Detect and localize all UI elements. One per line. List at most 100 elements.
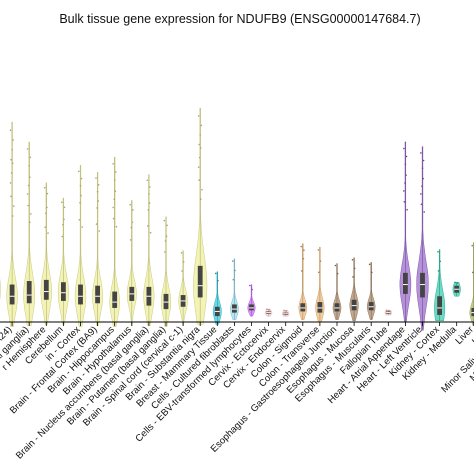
- box-25: [420, 272, 425, 298]
- chart-title: Bulk tissue gene expression for NDUFB9 (…: [59, 12, 420, 26]
- outlier-point: [182, 261, 185, 263]
- box-4: [61, 282, 66, 301]
- x-tick-label: Liver: [453, 324, 474, 347]
- outlier-point: [9, 129, 12, 131]
- outlier-point: [147, 209, 150, 211]
- outlier-point: [385, 309, 388, 312]
- outlier-point: [45, 212, 47, 215]
- box-18: [300, 303, 306, 312]
- violin-28: [469, 242, 474, 326]
- outlier-point: [217, 279, 219, 282]
- outlier-point: [403, 190, 405, 192]
- outlier-point: [62, 223, 64, 226]
- outlier-point: [197, 166, 200, 168]
- outlier-point: [12, 139, 14, 141]
- outlier-point: [164, 240, 167, 242]
- box-21: [351, 299, 357, 311]
- outlier-point: [115, 171, 117, 173]
- outlier-point: [353, 267, 356, 270]
- outlier-point: [283, 309, 285, 312]
- outlier-point: [197, 115, 200, 117]
- outlier-point: [10, 195, 12, 198]
- box-1: [9, 284, 15, 305]
- outlier-point: [148, 202, 151, 204]
- box-19: [317, 302, 323, 313]
- outlier-point: [114, 190, 117, 192]
- outlier-point: [80, 177, 83, 180]
- outlier-point: [78, 170, 80, 173]
- outlier-point: [437, 270, 440, 272]
- outlier-point: [285, 310, 288, 312]
- outlier-point: [27, 184, 30, 187]
- outlier-point: [47, 232, 49, 234]
- outlier-point: [113, 198, 115, 201]
- outlier-point: [149, 186, 151, 188]
- outlier-point: [423, 211, 426, 213]
- outlier-point: [181, 270, 183, 272]
- outlier-point: [319, 260, 322, 262]
- outlier-point: [200, 124, 203, 127]
- outlier-point: [61, 201, 63, 203]
- outlier-point: [129, 239, 132, 241]
- outlier-point: [201, 188, 203, 191]
- outlier-point: [97, 184, 100, 186]
- outlier-point: [403, 201, 406, 203]
- outlier-point: [112, 217, 115, 220]
- outlier-point: [46, 192, 49, 195]
- box-28: [471, 307, 474, 317]
- outlier-point: [44, 226, 46, 228]
- outlier-point: [112, 206, 114, 209]
- outlier-point: [371, 271, 373, 274]
- outlier-point: [96, 190, 99, 193]
- outlier-point: [147, 225, 149, 227]
- outlier-point: [199, 134, 201, 136]
- outlier-point: [471, 244, 474, 247]
- outlier-point: [11, 162, 14, 164]
- outlier-point: [129, 203, 131, 206]
- violin-layer: [0, 107, 474, 331]
- outlier-point: [198, 179, 200, 181]
- outlier-point: [9, 182, 12, 184]
- outlier-point: [388, 309, 390, 312]
- outlier-point: [439, 260, 442, 263]
- outlier-point: [420, 193, 422, 195]
- box-10: [163, 293, 169, 310]
- box-7: [112, 291, 118, 308]
- outlier-point: [148, 193, 150, 195]
- outlier-point: [10, 172, 13, 174]
- outlier-point: [300, 245, 303, 248]
- outlier-point: [63, 206, 66, 209]
- outlier-point: [131, 221, 134, 224]
- outlier-point: [420, 203, 423, 206]
- outlier-point: [420, 152, 422, 154]
- outlier-point: [29, 156, 32, 159]
- outlier-point: [232, 260, 234, 262]
- outlier-point: [422, 177, 424, 180]
- outlier-point: [266, 308, 268, 311]
- outlier-point: [317, 249, 320, 251]
- outlier-point: [113, 179, 116, 181]
- outlier-point: [303, 249, 305, 251]
- violin-0: [0, 277, 1, 301]
- outlier-point: [268, 308, 271, 311]
- box-5: [78, 284, 83, 305]
- box-3: [43, 279, 49, 300]
- outlier-point: [422, 159, 425, 162]
- outlier-point: [63, 218, 65, 221]
- outlier-point: [234, 269, 236, 272]
- outlier-point: [43, 186, 46, 189]
- outlier-point: [27, 204, 29, 207]
- outlier-point: [318, 271, 320, 274]
- outlier-point: [404, 163, 407, 166]
- box-24: [403, 272, 408, 294]
- outlier-point: [336, 272, 339, 275]
- outlier-point: [454, 281, 456, 284]
- outlier-point: [198, 143, 200, 146]
- outlier-point: [28, 164, 31, 167]
- outlier-point: [11, 215, 14, 217]
- box-6: [95, 285, 100, 304]
- outlier-point: [29, 221, 31, 224]
- outlier-point: [81, 226, 83, 228]
- outlier-point: [302, 257, 305, 260]
- outlier-point: [249, 284, 251, 287]
